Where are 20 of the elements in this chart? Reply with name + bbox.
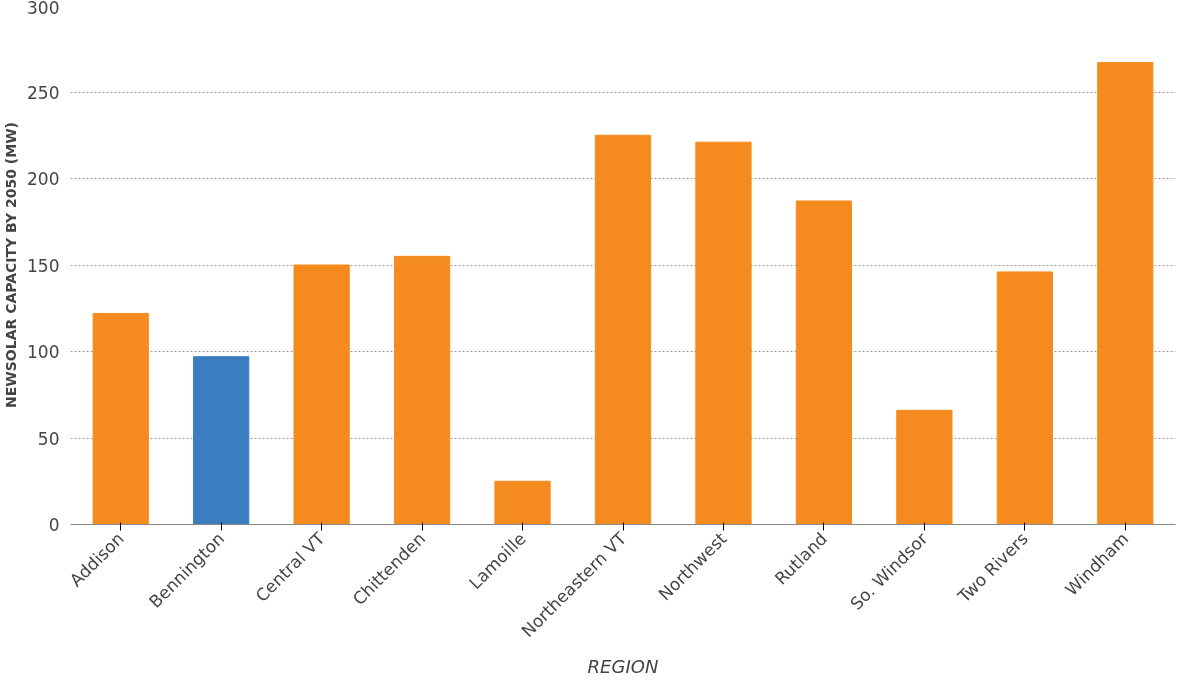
- bar: [193, 356, 250, 525]
- bar: [795, 200, 853, 525]
- bar: [996, 271, 1053, 525]
- y-tick-label: 300: [27, 0, 60, 18]
- bar: [92, 312, 149, 525]
- y-tick-label: 0: [48, 515, 60, 535]
- y-tick-label: 250: [27, 82, 60, 103]
- x-axis-title: REGION: [587, 656, 659, 678]
- bar: [393, 255, 451, 525]
- bar: [494, 480, 551, 525]
- bar: [1097, 62, 1154, 525]
- y-tick-label: 100: [27, 342, 60, 362]
- bar: [594, 134, 652, 525]
- bar: [896, 409, 953, 525]
- bar: [695, 141, 752, 525]
- y-axis-title: NEWSOLAR CAPACITY BY 2050 (MW): [3, 121, 20, 408]
- bar: [293, 264, 350, 525]
- y-tick-label: 200: [27, 169, 60, 189]
- y-tick-label: 150: [27, 255, 60, 276]
- y-tick-label: 50: [37, 428, 60, 449]
